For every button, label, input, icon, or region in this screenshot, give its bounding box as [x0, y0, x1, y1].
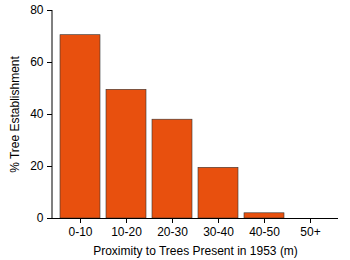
svg-text:30-40: 30-40 [203, 225, 234, 239]
svg-text:40-50: 40-50 [249, 225, 280, 239]
svg-text:20: 20 [30, 159, 44, 173]
svg-text:% Tree Establishment: % Tree Establishment [8, 55, 22, 172]
svg-text:Proximity to Trees Present in: Proximity to Trees Present in 1953 (m) [93, 244, 298, 258]
svg-text:40: 40 [30, 107, 44, 121]
svg-text:50+: 50+ [300, 225, 320, 239]
svg-text:0: 0 [37, 211, 44, 225]
svg-text:80: 80 [30, 3, 44, 17]
svg-text:0-10: 0-10 [68, 225, 92, 239]
svg-text:10-20: 10-20 [111, 225, 142, 239]
svg-text:20-30: 20-30 [157, 225, 188, 239]
svg-text:60: 60 [30, 55, 44, 69]
